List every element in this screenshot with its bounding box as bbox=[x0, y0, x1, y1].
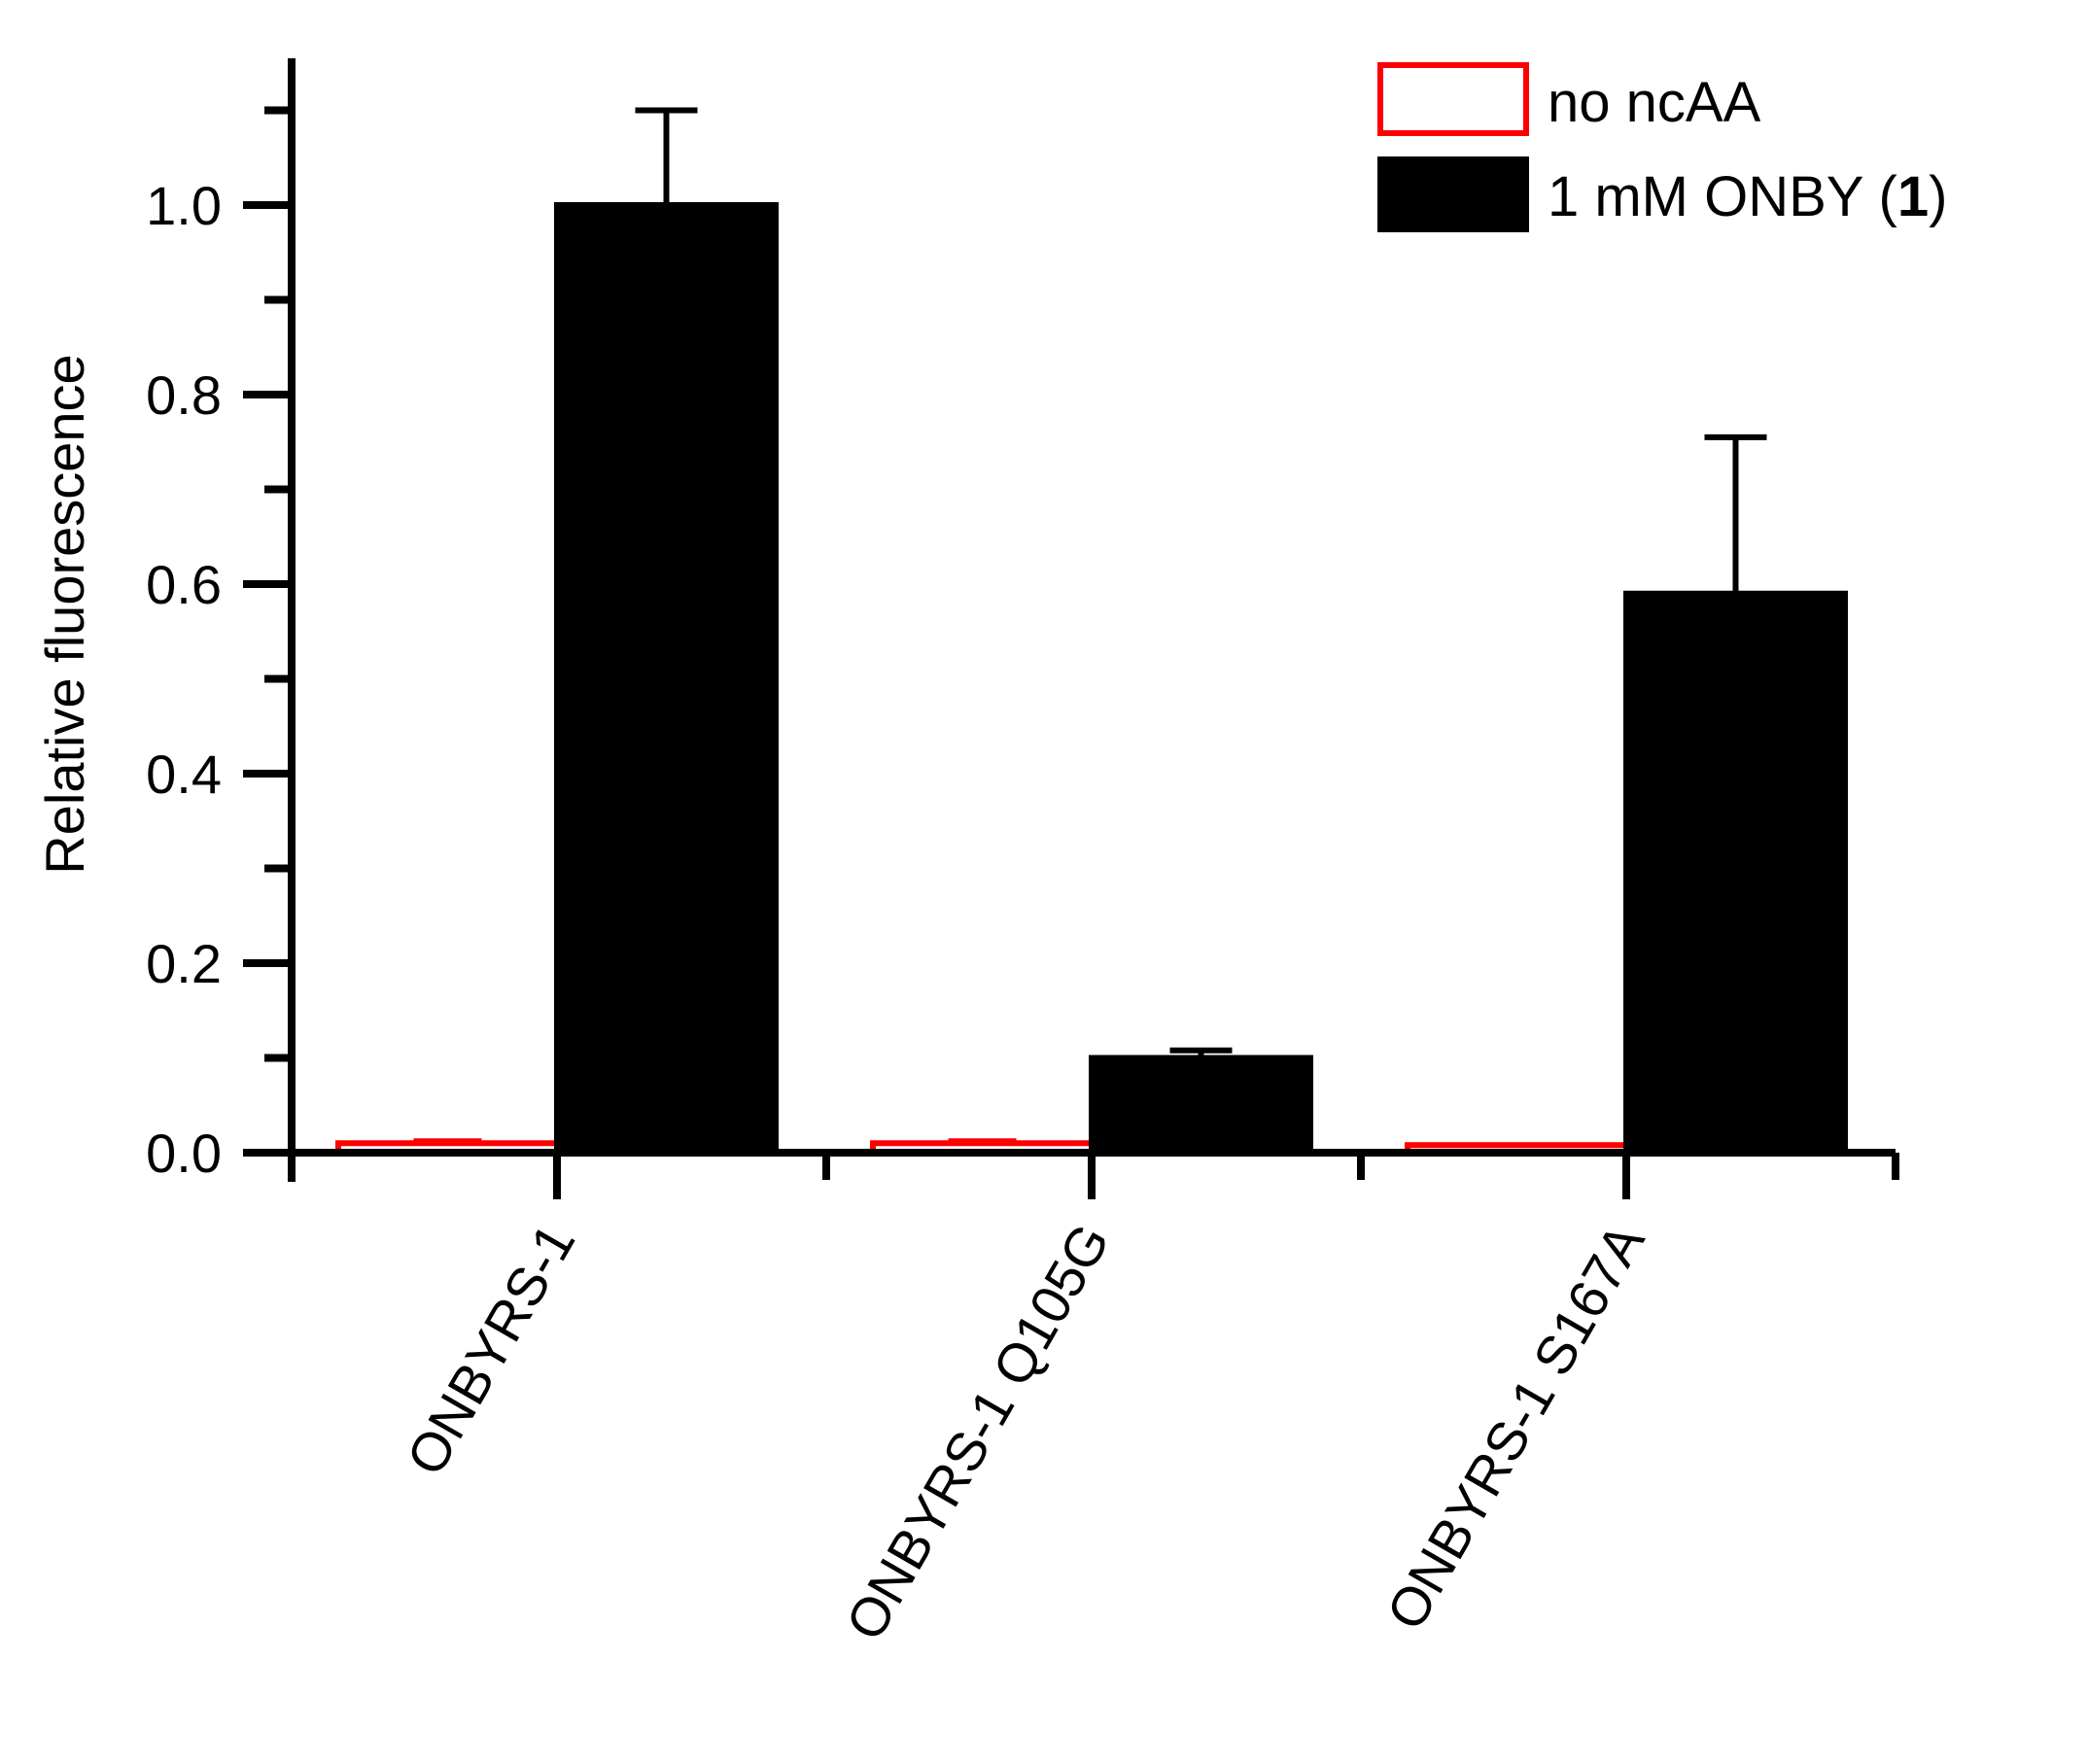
y-tick-label: 0.2 bbox=[146, 933, 222, 994]
legend-label-onby-suffix: ) bbox=[1929, 165, 1947, 228]
legend-swatch-no-ncaa bbox=[1377, 62, 1529, 136]
y-tick-label: 0.6 bbox=[146, 554, 222, 615]
y-tick-label: 1.0 bbox=[146, 175, 222, 236]
bar-onby-2 bbox=[1089, 1055, 1313, 1156]
bars-layer bbox=[335, 202, 1848, 1156]
y-tick-label: 0.8 bbox=[146, 364, 222, 426]
x-tick-label: ONBYRS-1 Q105G bbox=[834, 1214, 1122, 1650]
legend-label-no-ncaa: no ncAA bbox=[1548, 71, 1761, 134]
tick-labels-layer: 0.0 0.2 0.4 0.6 0.8 1.0 ONBYRS-1 ONBYRS-1 Q105G… bbox=[146, 175, 1656, 1650]
legend-label-onby-bold: 1 bbox=[1897, 165, 1929, 228]
axes-layer bbox=[243, 58, 1899, 1199]
legend-label-onby-prefix: 1 mM ONBY ( bbox=[1548, 165, 1897, 228]
bar-onby-3 bbox=[1623, 590, 1848, 1156]
bar-onby-1 bbox=[554, 202, 779, 1156]
y-tick-label: 0.0 bbox=[146, 1123, 222, 1184]
error-bars-layer bbox=[413, 107, 1767, 1145]
y-axis-label: Relative fluorescence bbox=[34, 354, 95, 874]
x-tick-label: ONBYRS-1 S167A bbox=[1375, 1213, 1656, 1640]
legend: no ncAA 1 mM ONBY (1) bbox=[1377, 62, 1947, 232]
x-tick-label: ONBYRS-1 bbox=[395, 1214, 587, 1485]
legend-label-onby: 1 mM ONBY (1) bbox=[1548, 165, 1947, 228]
y-tick-label: 0.4 bbox=[146, 744, 222, 805]
legend-swatch-onby bbox=[1377, 156, 1529, 232]
